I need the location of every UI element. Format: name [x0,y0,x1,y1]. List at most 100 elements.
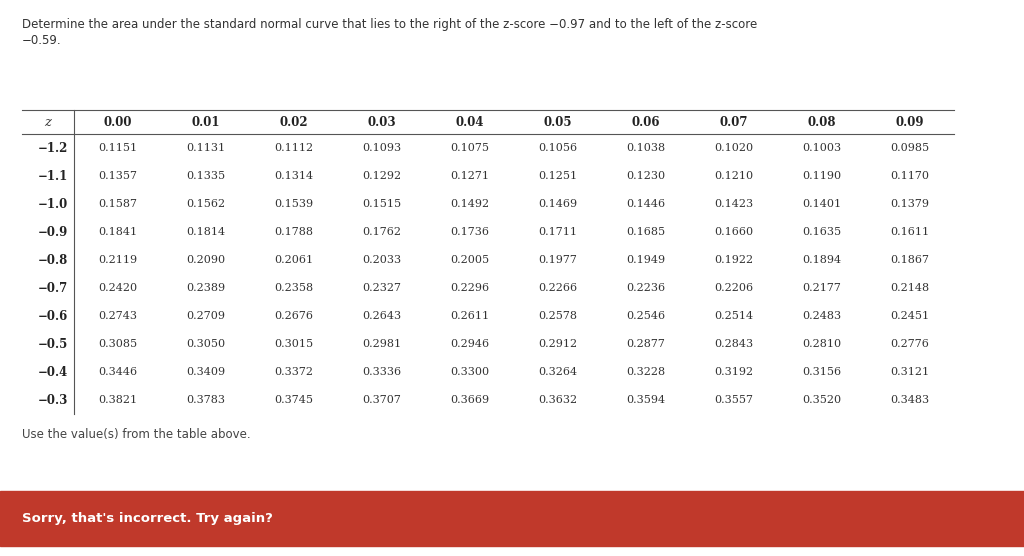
Text: 0.2236: 0.2236 [627,283,666,293]
Text: 0.3264: 0.3264 [539,367,578,377]
Text: 0.0985: 0.0985 [891,143,930,153]
Text: 0.3409: 0.3409 [186,367,225,377]
Text: 0.1210: 0.1210 [715,171,754,181]
Text: 0.06: 0.06 [632,116,660,128]
Text: 0.1271: 0.1271 [451,171,489,181]
Text: 0.07: 0.07 [720,116,749,128]
Text: 0.3372: 0.3372 [274,367,313,377]
Text: 0.3192: 0.3192 [715,367,754,377]
Text: −0.8: −0.8 [38,254,68,266]
Text: 0.1446: 0.1446 [627,199,666,209]
Text: 0.2119: 0.2119 [98,255,137,265]
Text: 0.3121: 0.3121 [891,367,930,377]
Text: 0.02: 0.02 [280,116,308,128]
Text: 0.3015: 0.3015 [274,339,313,349]
Text: 0.1112: 0.1112 [274,143,313,153]
Text: 0.2743: 0.2743 [98,311,137,321]
Text: 0.1401: 0.1401 [803,199,842,209]
Text: 0.3594: 0.3594 [627,395,666,405]
Text: 0.1660: 0.1660 [715,227,754,237]
Text: 0.3483: 0.3483 [891,395,930,405]
Text: 0.1469: 0.1469 [539,199,578,209]
Text: 0.1379: 0.1379 [891,199,930,209]
Text: 0.2266: 0.2266 [539,283,578,293]
Text: 0.1170: 0.1170 [891,171,930,181]
Text: 0.2912: 0.2912 [539,339,578,349]
Text: 0.1736: 0.1736 [451,227,489,237]
Text: 0.1230: 0.1230 [627,171,666,181]
Text: 0.1093: 0.1093 [362,143,401,153]
Text: 0.1251: 0.1251 [539,171,578,181]
Text: 0.2643: 0.2643 [362,311,401,321]
Text: 0.1357: 0.1357 [98,171,137,181]
Text: 0.1020: 0.1020 [715,143,754,153]
Text: 0.2776: 0.2776 [891,339,930,349]
Text: z: z [44,116,51,128]
Text: 0.3085: 0.3085 [98,339,137,349]
Text: −0.59.: −0.59. [22,34,61,47]
Text: −0.3: −0.3 [38,394,68,406]
Text: 0.2877: 0.2877 [627,339,666,349]
Text: 0.2483: 0.2483 [803,311,842,321]
Text: 0.2843: 0.2843 [715,339,754,349]
Text: 0.2061: 0.2061 [274,255,313,265]
Text: 0.09: 0.09 [896,116,925,128]
Text: 0.1038: 0.1038 [627,143,666,153]
Text: 0.1075: 0.1075 [451,143,489,153]
Text: Use the value(s) from the table above.: Use the value(s) from the table above. [22,428,251,441]
Text: 0.2358: 0.2358 [274,283,313,293]
Text: 0.3228: 0.3228 [627,367,666,377]
Text: 0.3336: 0.3336 [362,367,401,377]
Text: 0.2005: 0.2005 [451,255,489,265]
Text: 0.1611: 0.1611 [891,227,930,237]
Text: 0.1335: 0.1335 [186,171,225,181]
Bar [0,491,1024,546]
Text: 0.3745: 0.3745 [274,395,313,405]
Text: −0.9: −0.9 [38,226,68,239]
Text: 0.04: 0.04 [456,116,484,128]
Text: 0.2327: 0.2327 [362,283,401,293]
Text: −0.5: −0.5 [38,337,68,350]
Text: 0.3300: 0.3300 [451,367,489,377]
Text: 0.2611: 0.2611 [451,311,489,321]
Text: −0.7: −0.7 [38,281,68,295]
Text: 0.2296: 0.2296 [451,283,489,293]
Text: 0.1515: 0.1515 [362,199,401,209]
Text: Sorry, that's incorrect. Try again?: Sorry, that's incorrect. Try again? [22,512,272,525]
Text: 0.3783: 0.3783 [186,395,225,405]
Text: 0.2981: 0.2981 [362,339,401,349]
Text: 0.2206: 0.2206 [715,283,754,293]
Text: 0.2676: 0.2676 [274,311,313,321]
Text: 0.3669: 0.3669 [451,395,489,405]
Text: 0.1685: 0.1685 [627,227,666,237]
Text: 0.08: 0.08 [808,116,837,128]
Text: 0.3707: 0.3707 [362,395,401,405]
Text: 0.3557: 0.3557 [715,395,754,405]
Text: 0.1492: 0.1492 [451,199,489,209]
Text: 0.1922: 0.1922 [715,255,754,265]
Text: 0.00: 0.00 [103,116,132,128]
Text: 0.2546: 0.2546 [627,311,666,321]
Text: 0.1762: 0.1762 [362,227,401,237]
Text: 0.3821: 0.3821 [98,395,137,405]
Text: 0.1814: 0.1814 [186,227,225,237]
Text: 0.1977: 0.1977 [539,255,578,265]
Text: 0.2033: 0.2033 [362,255,401,265]
Text: 0.2578: 0.2578 [539,311,578,321]
Text: 0.1587: 0.1587 [98,199,137,209]
Text: 0.1635: 0.1635 [803,227,842,237]
Text: 0.2514: 0.2514 [715,311,754,321]
Text: 0.01: 0.01 [191,116,220,128]
Text: 0.2451: 0.2451 [891,311,930,321]
Text: 0.05: 0.05 [544,116,572,128]
Text: 0.1894: 0.1894 [803,255,842,265]
Text: 0.2946: 0.2946 [451,339,489,349]
Text: 0.1131: 0.1131 [186,143,225,153]
Text: 0.1056: 0.1056 [539,143,578,153]
Text: −0.6: −0.6 [38,310,68,322]
Text: 0.1788: 0.1788 [274,227,313,237]
Text: 0.1190: 0.1190 [803,171,842,181]
Text: Determine the area under the standard normal curve that lies to the right of the: Determine the area under the standard no… [22,18,758,31]
Text: −1.1: −1.1 [38,170,68,182]
Text: 0.1711: 0.1711 [539,227,578,237]
